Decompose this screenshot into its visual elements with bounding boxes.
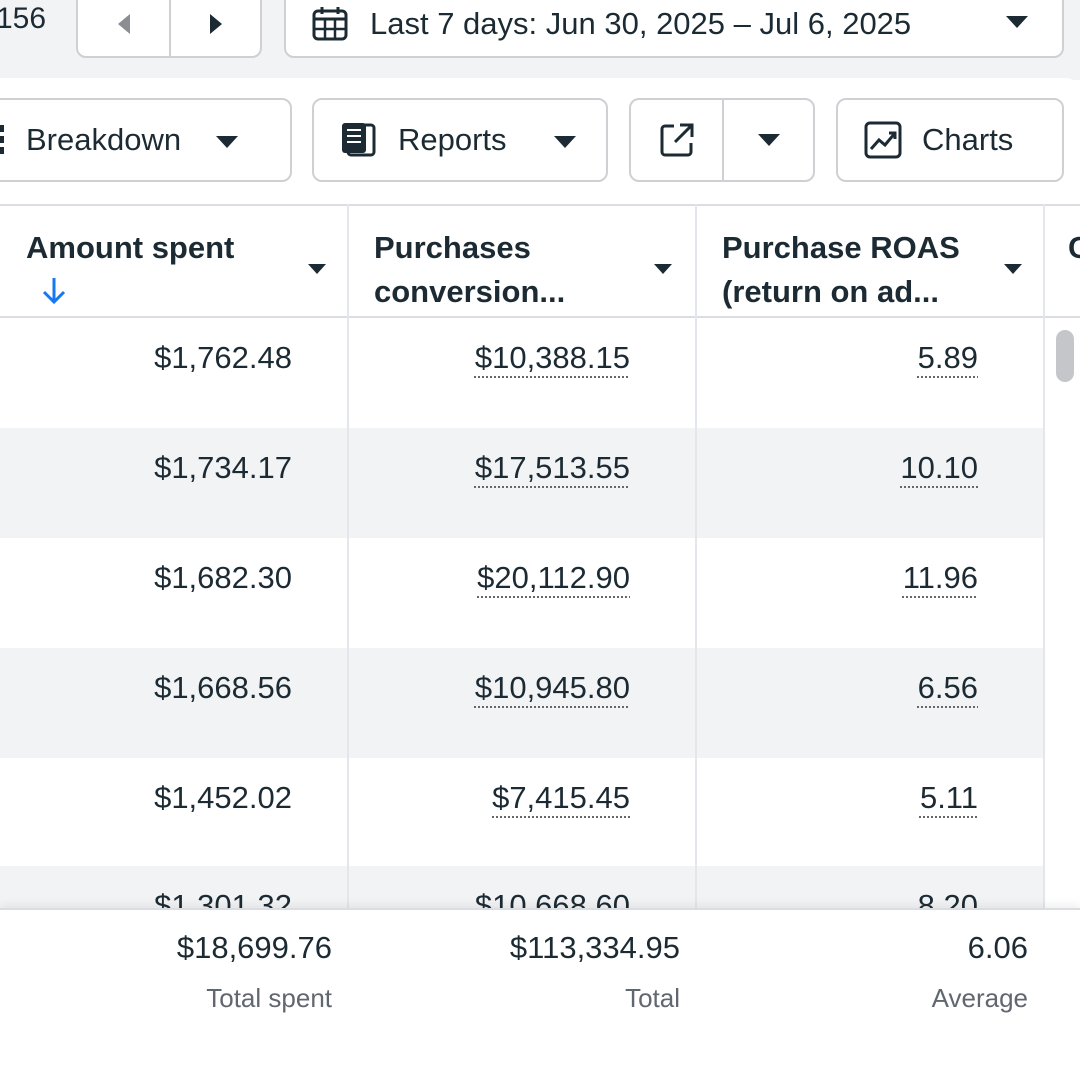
table-row[interactable]: $1,301.32 $10,668.60 8.20 [0, 866, 1044, 908]
purchases-value-cell[interactable]: $10,388.15 [474, 340, 630, 375]
column-header-label: C [1068, 230, 1080, 265]
column-header-purchases-conversion-value[interactable]: Purchases conversion... [348, 206, 696, 318]
export-icon [660, 123, 693, 157]
purchases-value-cell[interactable]: $20,112.90 [477, 560, 630, 595]
chevron-left-icon [117, 14, 130, 34]
totals-row: $18,699.76 Total spent $113,334.95 Total… [0, 908, 1080, 1080]
chevron-down-icon [757, 134, 780, 146]
amount-spent-cell: $1,668.56 [154, 670, 292, 705]
table-row[interactable]: $1,762.48 $10,388.15 5.89 [0, 318, 1044, 428]
calendar-icon [312, 7, 348, 41]
chevron-down-icon [1006, 16, 1028, 28]
column-header-amount-spent[interactable]: Amount spent [0, 206, 348, 318]
previous-page-button[interactable] [78, 0, 169, 56]
total-purchases-value-label: Total [625, 983, 680, 1013]
amount-spent-cell: $1,301.32 [154, 888, 292, 908]
column-divider [695, 204, 697, 1080]
table-row[interactable]: $1,452.02 $7,415.45 5.11 [0, 758, 1044, 868]
reports-button[interactable]: Reports [312, 98, 608, 182]
purchases-value-cell[interactable]: $10,945.80 [474, 670, 630, 705]
column-header-label: Purchase ROAS [722, 230, 960, 265]
purchases-value-cell[interactable]: $7,415.45 [492, 780, 630, 815]
total-purchases-value: $113,334.95 [509, 930, 680, 965]
column-header-label: conversion... [374, 274, 566, 309]
table-header: Amount spent Purchases conversion... Pur… [0, 204, 1080, 318]
chevron-down-icon[interactable] [308, 264, 326, 274]
reports-icon [342, 123, 376, 157]
sort-down-arrow-icon [42, 278, 66, 305]
roas-cell[interactable]: 11.96 [902, 560, 978, 595]
column-header-label: Purchases [374, 230, 531, 265]
table-row[interactable]: $1,668.56 $10,945.80 6.56 [0, 648, 1044, 758]
column-header-label: (return on ad... [722, 274, 939, 309]
amount-spent-cell: $1,762.48 [154, 340, 292, 375]
charts-label: Charts [922, 122, 1014, 157]
chevron-down-icon[interactable] [1004, 264, 1022, 274]
average-roas: 6.06 [967, 930, 1028, 965]
breakdown-label: Breakdown [26, 122, 182, 157]
column-divider [347, 204, 349, 1080]
table-row[interactable]: $1,682.30 $20,112.90 11.96 [0, 538, 1044, 648]
date-range-picker[interactable]: Last 7 days: Jun 30, 2025 – Jul 6, 2025 [284, 0, 1064, 58]
column-header-purchase-roas[interactable]: Purchase ROAS (return on ad... [696, 206, 1044, 318]
chevron-right-icon [209, 14, 222, 34]
average-roas-label: Average [931, 983, 1028, 1013]
breakdown-button[interactable]: Breakdown [0, 98, 292, 182]
export-split-button [629, 98, 815, 182]
chevron-down-icon [554, 136, 576, 148]
reports-label: Reports [398, 122, 507, 157]
result-count: 156 [0, 2, 47, 35]
purchases-value-cell[interactable]: $17,513.55 [474, 450, 630, 485]
chevron-down-icon [216, 136, 238, 148]
export-options-button[interactable] [722, 100, 813, 180]
vertical-scrollbar[interactable] [1046, 318, 1080, 908]
roas-cell[interactable]: 8.20 [917, 888, 978, 908]
column-divider [1043, 204, 1045, 1080]
date-range-label: Last 7 days: Jun 30, 2025 – Jul 6, 2025 [370, 6, 912, 41]
total-amount-spent: $18,699.76 [176, 930, 332, 965]
amount-spent-cell: $1,452.02 [154, 780, 292, 815]
column-header-next[interactable]: C [1044, 206, 1080, 318]
scrollbar-thumb[interactable] [1056, 330, 1074, 382]
chevron-down-icon[interactable] [654, 264, 672, 274]
charts-button[interactable]: Charts [836, 98, 1064, 182]
table-row[interactable]: $1,734.17 $17,513.55 10.10 [0, 428, 1044, 538]
roas-cell[interactable]: 6.56 [917, 670, 978, 705]
roas-cell[interactable]: 5.11 [919, 780, 978, 815]
column-header-label: Amount spent [26, 230, 235, 265]
roas-cell[interactable]: 5.89 [917, 340, 978, 375]
export-button[interactable] [631, 100, 722, 180]
roas-cell[interactable]: 10.10 [900, 450, 978, 485]
amount-spent-cell: $1,682.30 [154, 560, 292, 595]
breakdown-icon [0, 125, 4, 154]
amount-spent-cell: $1,734.17 [154, 450, 292, 485]
chart-icon [864, 121, 902, 159]
next-page-button[interactable] [169, 0, 260, 56]
total-amount-spent-label: Total spent [206, 983, 332, 1013]
purchases-value-cell[interactable]: $10,668.60 [474, 888, 630, 908]
pager [76, 0, 262, 58]
